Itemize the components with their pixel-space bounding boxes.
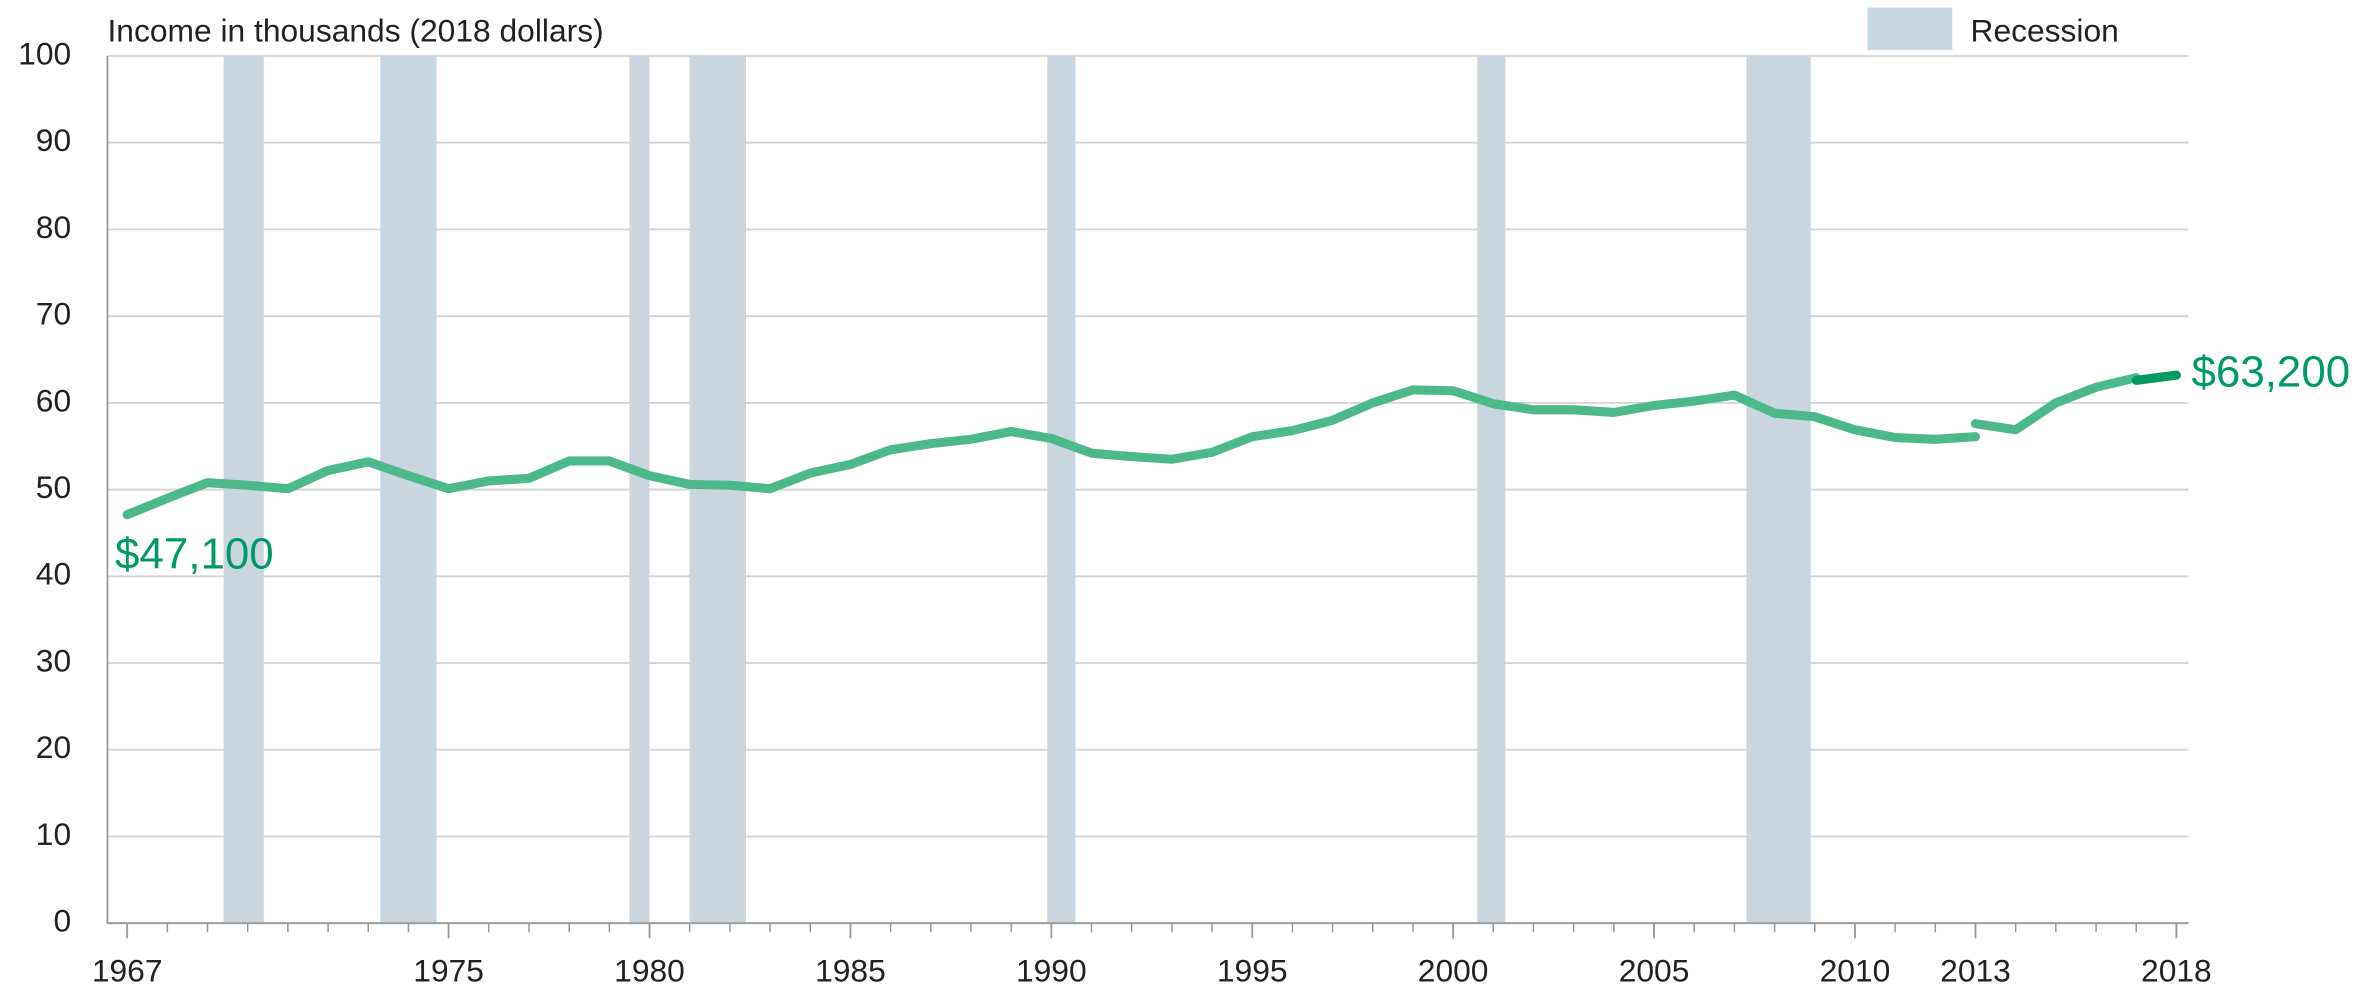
recession-band bbox=[629, 55, 650, 924]
y-tick-label: 20 bbox=[36, 729, 71, 765]
x-tick-label: 2005 bbox=[1619, 953, 1690, 986]
x-tick-label: 2000 bbox=[1418, 953, 1489, 986]
y-tick-label: 80 bbox=[36, 209, 71, 245]
x-tick-label: 2013 bbox=[1940, 953, 2011, 986]
y-tick-label: 0 bbox=[53, 903, 71, 939]
recession-band bbox=[1746, 55, 1811, 924]
x-tick-label: 1980 bbox=[614, 953, 685, 986]
x-tick-label: 1995 bbox=[1217, 953, 1288, 986]
income-line bbox=[2131, 370, 2181, 385]
x-tick-label: 1985 bbox=[815, 953, 886, 986]
income-line bbox=[122, 385, 1981, 520]
x-tick-label: 2018 bbox=[2141, 953, 2212, 986]
x-tick-label: 1990 bbox=[1016, 953, 1087, 986]
x-tick-label: 1975 bbox=[413, 953, 484, 986]
recession-band bbox=[1477, 55, 1506, 924]
value-annotation: $63,200 bbox=[2192, 348, 2351, 397]
recession-band bbox=[1047, 55, 1076, 924]
legend-label: Recession bbox=[1971, 13, 2119, 49]
recession-band bbox=[380, 55, 437, 924]
x-tick-label: 1967 bbox=[92, 953, 163, 986]
x-tick-label: 2010 bbox=[1820, 953, 1891, 986]
y-axis-label: Income in thousands (2018 dollars) bbox=[107, 13, 603, 49]
y-tick-label: 90 bbox=[36, 122, 71, 158]
value-annotation: $47,100 bbox=[115, 530, 274, 579]
y-tick-label: 100 bbox=[18, 35, 71, 71]
legend-swatch bbox=[1867, 7, 1953, 50]
y-tick-label: 10 bbox=[36, 816, 71, 852]
y-tick-label: 70 bbox=[36, 296, 71, 332]
y-tick-label: 30 bbox=[36, 642, 71, 678]
y-tick-label: 50 bbox=[36, 469, 71, 505]
y-tick-label: 40 bbox=[36, 556, 71, 592]
income-line bbox=[1970, 373, 2141, 435]
y-tick-label: 60 bbox=[36, 382, 71, 418]
